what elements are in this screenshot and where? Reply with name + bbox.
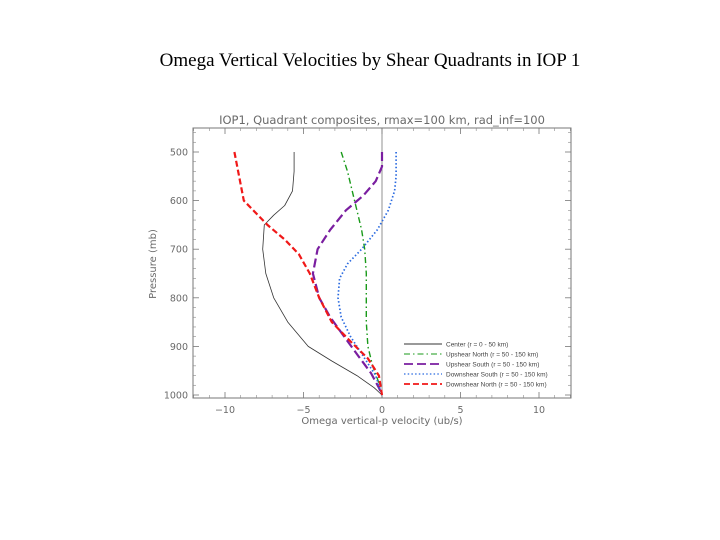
y-tick-label: 1000 (164, 391, 188, 402)
legend: Center (r = 0 - 50 km) Upshear North (r =… (404, 341, 548, 388)
series-line-0 (262, 152, 383, 396)
y-tick-label: 800 (170, 293, 188, 304)
y-tick-label: 600 (170, 196, 188, 207)
x-tick-label: −10 (215, 405, 235, 416)
x-axis-label: Omega vertical-p velocity (ub/s) (301, 416, 462, 427)
legend-label-3: Downshear South (r = 50 - 150 km) (446, 371, 548, 378)
chart-title: IOP1, Quadrant composites, rmax=100 km, … (219, 113, 545, 127)
series-lines (233, 151, 397, 396)
x-tick-label: 5 (457, 405, 463, 416)
y-tick-label: 900 (170, 342, 188, 353)
series-line-1 (340, 151, 383, 396)
series-line-4 (233, 151, 384, 396)
legend-label-1: Upshear North (r = 50 - 150 km) (446, 351, 538, 358)
legend-label-4: Downshear North (r = 50 - 150 km) (446, 381, 547, 388)
x-tick-label: 0 (379, 405, 385, 416)
x-tick-label: −5 (296, 405, 310, 416)
y-tick-label: 500 (170, 148, 188, 159)
series-line-2 (311, 152, 384, 396)
y-tick-label: 700 (170, 245, 188, 256)
legend-label-2: Upshear South (r = 50 - 150 km) (446, 361, 539, 368)
x-tick-label: 10 (533, 405, 545, 416)
y-axis-label: Pressure (mb) (148, 229, 159, 299)
axis-ticks: −10 −5 0 5 10 500 600 700 800 900 1000 (164, 128, 571, 416)
slide-title: Omega Vertical Velocities by Shear Quadr… (159, 50, 581, 71)
legend-label-0: Center (r = 0 - 50 km) (446, 341, 508, 348)
